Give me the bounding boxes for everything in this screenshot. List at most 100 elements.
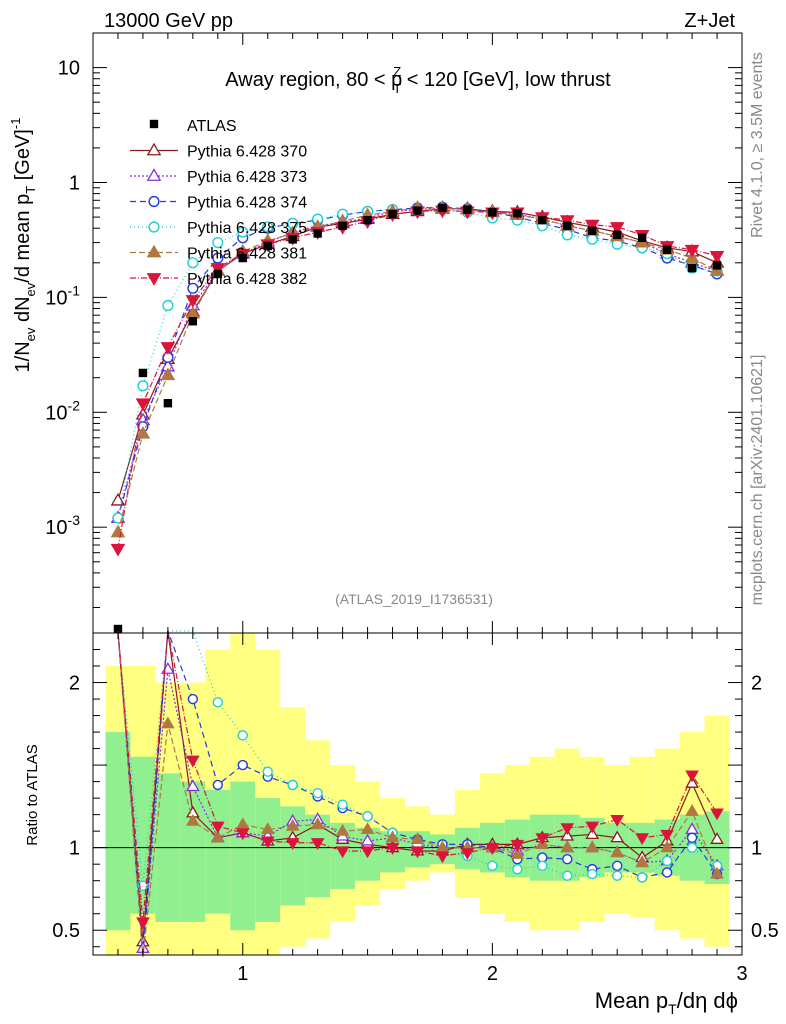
ratio-tick-label-right: 2 (751, 673, 762, 695)
main-plot-series (110, 200, 725, 634)
ratio-point-373 (186, 779, 200, 792)
series-point-375 (586, 233, 598, 245)
ratio-point-382 (360, 846, 375, 859)
axes: 1 2 3 10-3 10-2 10-1 1 10 0.5 0.5 1 1 2 2 (45, 32, 779, 985)
series-point-382 (185, 295, 201, 308)
ratio-point-382 (210, 821, 225, 834)
x-tick-label: 3 (736, 963, 747, 985)
mcplots-label: mcplots.cern.ch [arXiv:2401.10621] (749, 355, 766, 606)
ratio-y-axis-label: Ratio to ATLAS (24, 744, 41, 845)
legend-marker-atlas (149, 119, 159, 129)
data-point-atlas (338, 221, 347, 230)
ratio-point-382 (385, 843, 400, 855)
ratio-point-374 (237, 759, 248, 771)
ratio-point-375 (312, 787, 323, 799)
ratio-point-381 (335, 823, 350, 836)
series-point-375 (187, 257, 199, 269)
ratio-point-374 (611, 860, 623, 872)
ratio-point-381 (161, 716, 175, 729)
ratio-point-381 (385, 830, 400, 843)
ratio-point-382 (435, 851, 450, 864)
ratio-point-375 (137, 880, 149, 891)
series-point-382 (110, 543, 126, 557)
ratio-tick-label: 1 (69, 838, 80, 860)
legend-marker (146, 244, 162, 258)
ratio-point-375 (362, 811, 373, 822)
ratio-point-375 (287, 779, 298, 791)
ratio-point-375 (212, 697, 224, 708)
ratio-point-373 (360, 833, 375, 846)
ratio-point-375 (237, 730, 248, 741)
ratio-band-inner (205, 789, 231, 914)
x-axis-label: Mean pT/dη dϕ (595, 988, 738, 1017)
y-tick-label: 10 (58, 58, 80, 80)
data-point-atlas (612, 230, 622, 240)
ratio-point-382 (535, 833, 550, 846)
ratio-band-inner (105, 732, 131, 931)
ratio-point-381 (360, 822, 375, 835)
ratio-tick-label-right: 1 (751, 838, 762, 860)
ratio-point-375 (686, 842, 698, 853)
ratio-band-inner (255, 798, 281, 922)
series-point-382 (160, 342, 176, 355)
series-point-382 (609, 222, 625, 235)
series-point-375 (212, 236, 224, 249)
data-point-atlas (488, 208, 497, 217)
data-point-atlas (213, 269, 223, 279)
series-point-374 (187, 282, 199, 294)
legend-label: Pythia 6.428 370 (187, 144, 307, 161)
legend-marker (148, 221, 160, 233)
ratio-tick-label: 2 (69, 673, 80, 695)
ratio-plot-series (117, 630, 724, 958)
data-point-atlas (712, 261, 722, 270)
series-point-382 (684, 244, 700, 258)
ratio-point-374 (686, 832, 698, 843)
series-point-375 (162, 299, 174, 312)
series-point-375 (561, 229, 573, 241)
series-point-381 (160, 367, 176, 381)
data-point-atlas (438, 203, 447, 213)
series-point-381 (110, 524, 126, 538)
y-tick-label: 10-3 (45, 512, 80, 539)
series-point-381 (709, 263, 725, 276)
legend-marker (146, 142, 162, 156)
ratio-point-375 (661, 855, 673, 867)
series-point-382 (584, 219, 600, 233)
ratio-point-381 (560, 840, 575, 853)
data-point-atlas (463, 205, 472, 214)
ratio-point-375 (587, 868, 598, 880)
ratio-point-381 (635, 855, 649, 868)
ratio-point-375 (512, 863, 523, 875)
data-point-atlas (538, 215, 547, 225)
x-tick-label: 1 (237, 963, 248, 985)
legend-label-atlas: ATLAS (187, 118, 237, 135)
series-point-375 (137, 380, 149, 392)
ratio-point-381 (285, 818, 300, 831)
ratio-point-382 (685, 770, 699, 783)
data-point-atlas (313, 229, 322, 238)
ratio-point-375 (262, 766, 273, 777)
x-tick-label: 2 (487, 963, 498, 985)
ratio-point-375 (337, 799, 348, 810)
ratio-point-381 (610, 845, 625, 858)
ratio-point-374 (661, 867, 673, 878)
ratio-point-382 (510, 839, 525, 852)
legend-label: Pythia 6.428 375 (187, 220, 307, 237)
ratio-point-382 (610, 815, 625, 827)
ratio-tick-label: 0.5 (52, 920, 80, 942)
y-tick-label: 10-1 (45, 282, 80, 309)
ratio-point-382 (710, 808, 724, 821)
data-point-atlas (388, 209, 397, 219)
ratio-point-381 (260, 822, 275, 835)
data-point-atlas (188, 317, 198, 326)
ratio-point-382 (235, 828, 250, 841)
ratio-point-382 (560, 823, 575, 836)
ratio-point-381 (210, 830, 225, 843)
ratio-point-382 (410, 846, 425, 859)
ratio-point-381 (585, 840, 600, 853)
data-point-atlas (413, 206, 422, 215)
data-point-atlas (138, 368, 148, 378)
y-tick-label: 1 (69, 172, 80, 194)
ratio-point-370 (610, 830, 625, 843)
ratio-point-382 (285, 838, 300, 851)
